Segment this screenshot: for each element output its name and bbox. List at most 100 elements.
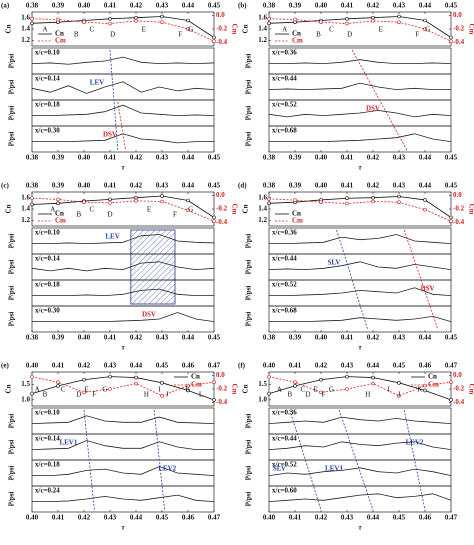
y-tick-label: 1.2 (21, 36, 30, 44)
series-marker (186, 208, 190, 213)
series-marker (108, 387, 112, 391)
series-marker (397, 14, 401, 19)
point-label: D (347, 31, 352, 39)
pressure-trace (269, 59, 452, 65)
x-tick-label-top: 0.39 (52, 182, 65, 190)
x-tick-label: 0.47 (208, 514, 221, 522)
x-tick-label-top: 0.45 (393, 362, 406, 370)
y-tick-label: 1.4 (258, 25, 267, 33)
series-marker (423, 27, 427, 31)
point-label: D (305, 391, 310, 399)
strip-y-label: P/psi (8, 106, 16, 121)
strip-label: x/c=0.36 (272, 409, 297, 417)
point-label: B (287, 391, 292, 399)
y-tick-label: 1.4 (21, 205, 30, 213)
strip-label: x/c=0.18 (35, 461, 60, 469)
y-tick-label: 1.5 (258, 380, 267, 388)
point-label: C (61, 386, 66, 394)
point-label: I (158, 386, 161, 394)
x-axis-label: τ (358, 344, 362, 352)
y2-axis-label: Cm (230, 24, 238, 35)
x-tick-label: 0.46 (419, 514, 432, 522)
x-tick-label: 0.38 (26, 334, 39, 342)
point-label: K (417, 386, 422, 394)
legend-label: Cn (292, 210, 301, 218)
series-marker (345, 201, 349, 206)
series-line (268, 18, 452, 42)
x-tick-label-top: 0.43 (104, 362, 117, 370)
series-marker (397, 20, 401, 25)
annotation: LEV (105, 233, 119, 241)
point-label: E (147, 206, 151, 214)
series-marker (30, 202, 34, 207)
strip-y-label: P/psi (245, 234, 253, 249)
legend-label: Cn (428, 373, 437, 381)
panel-label: (d) (238, 182, 247, 190)
x-tick-label-top: 0.38 (263, 182, 276, 190)
strip-y-label: P/psi (8, 54, 16, 69)
series-marker (212, 398, 216, 402)
series-marker (319, 200, 323, 204)
series-marker (423, 18, 427, 23)
pressure-trace (32, 288, 214, 297)
series-line (31, 376, 215, 397)
x-tick-label-top: 0.44 (130, 362, 143, 370)
x-tick-label-top: 0.43 (156, 2, 169, 10)
pressure-trace (268, 416, 452, 424)
point-label: G (188, 26, 193, 34)
point-label: F (173, 211, 177, 219)
pressure-trace (31, 440, 214, 451)
strip-label: x/c=0.14 (35, 435, 60, 443)
point-label: E (314, 386, 318, 394)
point-label: G (329, 386, 334, 394)
x-tick-label: 0.45 (445, 334, 458, 342)
x-tick-label-top: 0.39 (52, 2, 65, 10)
point-label: B (316, 31, 321, 39)
pressure-trace (269, 133, 452, 143)
series-marker (160, 14, 164, 19)
y2-tick-label: -0.4 (216, 218, 228, 226)
strip-y-label: P/psi (8, 132, 16, 147)
series-marker (160, 199, 164, 204)
series-marker (134, 19, 138, 23)
y-axis-label: Cn (5, 204, 13, 213)
series-marker (397, 200, 401, 204)
x-tick-label-top: 0.40 (26, 362, 39, 370)
x-tick-label-top: 0.42 (130, 2, 143, 10)
x-axis-label: τ (121, 164, 125, 172)
strip-y-label: P/psi (8, 234, 16, 249)
x-tick-label-top: 0.43 (156, 182, 169, 190)
point-label: L (199, 391, 203, 399)
x-tick-label: 0.41 (341, 334, 354, 342)
x-tick-label-top: 0.40 (78, 2, 91, 10)
series-marker (345, 374, 349, 379)
x-tick-label-top: 0.38 (26, 182, 39, 190)
strip-label: x/c=0.36 (272, 49, 297, 57)
x-tick-label: 0.45 (208, 154, 221, 162)
series-marker (108, 197, 112, 202)
strip-label: x/c=0.68 (272, 127, 297, 135)
strip-label: x/c=0.52 (272, 281, 297, 289)
y-axis-label: Cn (242, 384, 250, 393)
series-line (31, 195, 215, 218)
x-tick-label: 0.39 (52, 334, 65, 342)
strip-y-label: P/psi (8, 312, 16, 327)
legend-label: Cn (292, 30, 301, 38)
series-marker (56, 384, 60, 388)
x-tick-label-top: 0.45 (445, 2, 458, 10)
y-tick-label: 1.0 (258, 395, 267, 403)
x-tick-label: 0.38 (26, 154, 39, 162)
panel-label: (c) (1, 182, 9, 190)
point-label: D (110, 31, 115, 39)
guide-line (403, 409, 426, 511)
x-tick-label: 0.43 (393, 334, 406, 342)
x-tick-label: 0.44 (182, 334, 195, 342)
series-line (31, 16, 215, 38)
point-label: F (322, 391, 326, 399)
guide-line (338, 409, 374, 511)
x-tick-label: 0.44 (182, 154, 195, 162)
x-tick-label: 0.40 (315, 154, 328, 162)
pressure-trace (32, 234, 215, 245)
strip-y-label: P/psi (245, 414, 253, 429)
strip-frame (31, 485, 215, 513)
